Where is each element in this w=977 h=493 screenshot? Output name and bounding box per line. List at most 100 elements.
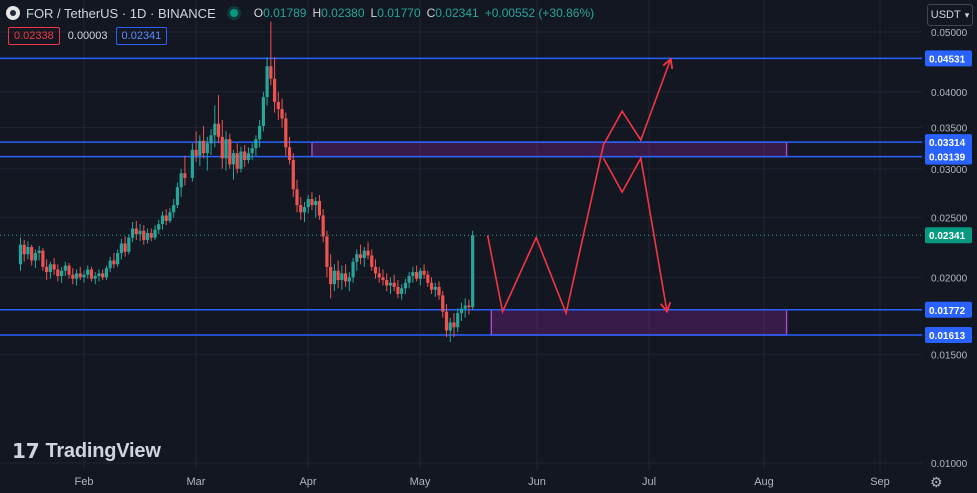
candle-body	[228, 139, 232, 165]
sell-price-button[interactable]: 0.02338	[8, 27, 60, 45]
candle-body	[37, 250, 41, 254]
candle-body	[381, 277, 385, 281]
candle-body	[78, 273, 82, 278]
candle-body	[370, 255, 374, 267]
candle-body	[347, 277, 351, 282]
candle-body	[366, 250, 370, 256]
candle-body	[52, 264, 56, 270]
candle-body	[302, 207, 307, 213]
price-tick-label: 0.02500	[931, 214, 968, 225]
candle-body	[71, 274, 75, 279]
candle-body	[422, 270, 426, 275]
low-value: 0.01770	[377, 6, 421, 20]
trade-panel: 0.02338 0.00003 0.02341	[8, 27, 168, 45]
candle-body	[18, 244, 23, 265]
price-axis-bg	[922, 0, 977, 493]
candle-body	[179, 173, 183, 188]
candle-body	[388, 282, 393, 286]
candle-body	[209, 135, 213, 144]
candle-body	[246, 153, 251, 161]
candle-body	[108, 260, 112, 269]
time-axis[interactable]: Feb Mar Apr May Jun Jul Aug Sep	[75, 476, 890, 488]
candle-body	[444, 311, 449, 331]
candle-body	[153, 229, 157, 238]
tradingview-logo[interactable]: 17 TradingView	[12, 439, 161, 463]
time-tick-label: Sep	[870, 476, 890, 488]
candle-body	[276, 101, 280, 110]
gear-icon[interactable]: ⚙	[930, 474, 943, 490]
price-tick-label: 0.03500	[931, 124, 968, 135]
candle-body	[41, 250, 45, 267]
chevron-down-icon: ▾	[964, 9, 970, 20]
level-price-label: 0.01772	[929, 306, 966, 317]
candle-body	[325, 236, 329, 267]
candle-body	[358, 254, 363, 259]
candle-body	[67, 265, 71, 275]
candle-body	[198, 140, 202, 156]
price-tick-label: 0.02000	[931, 273, 968, 284]
candle-body	[149, 233, 153, 238]
time-tick-label: Apr	[299, 476, 316, 488]
candle-body	[160, 215, 165, 225]
candle-body	[22, 244, 26, 255]
level-price-label: 0.04531	[929, 54, 966, 65]
candle-body	[168, 212, 172, 221]
candle-body	[351, 261, 355, 278]
symbol-title[interactable]: FOR / TetherUS · 1D · BINANCE	[26, 5, 216, 21]
high-value: 0.02380	[321, 6, 365, 20]
candle-body	[30, 247, 34, 261]
last-price-tag	[925, 227, 972, 244]
candle-body	[261, 97, 265, 126]
close-label: C	[426, 6, 436, 20]
open-value: 0.01789	[263, 6, 307, 20]
candle-body	[280, 109, 284, 119]
time-tick-label: Jun	[528, 476, 546, 488]
candle-body	[340, 273, 344, 281]
projection-line-2	[602, 155, 668, 312]
price-tick-label: 0.05000	[931, 28, 968, 39]
candle-body	[26, 247, 30, 255]
price-axis[interactable]: 0.01000 0.01500 0.02000 0.02500 0.03000 0.035…	[922, 0, 977, 493]
candle-body	[332, 270, 336, 285]
market-status-icon[interactable]	[229, 9, 238, 17]
price-tick-label: 0.04000	[931, 88, 968, 99]
candle-body	[467, 305, 471, 308]
candle-body	[291, 160, 295, 190]
candle-body	[441, 295, 445, 312]
candle-body	[142, 230, 146, 240]
projection-line	[486, 58, 672, 316]
candle-body	[306, 199, 310, 208]
projection-arrow-down	[660, 301, 672, 314]
candle-body	[130, 228, 135, 238]
level-price-label: 0.03139	[929, 153, 966, 164]
candle-body	[63, 265, 67, 271]
candle-body	[112, 260, 116, 265]
candle-body	[403, 282, 407, 289]
candle-body	[243, 151, 247, 161]
candle-body	[74, 273, 79, 279]
candle-body	[429, 282, 434, 290]
candle-body	[284, 118, 288, 148]
candle-body	[456, 313, 460, 328]
candle-body	[190, 149, 194, 178]
candle-body	[463, 305, 467, 309]
projection-arrow-up	[662, 57, 674, 70]
time-tick-label: Mar	[187, 476, 206, 488]
candle-body	[295, 189, 299, 206]
horizontal-levels[interactable]	[0, 57, 922, 336]
spread-value: 0.00003	[67, 30, 108, 42]
candle-body	[452, 322, 456, 328]
level-price-tag	[925, 50, 972, 67]
candle-body	[138, 230, 142, 235]
candle-body	[407, 276, 411, 283]
candle-body	[213, 123, 217, 136]
low-label: L	[370, 6, 378, 20]
candle-body	[224, 139, 228, 159]
currency-selector[interactable]: USDT ▾	[927, 4, 973, 26]
price-tick-label: 0.01000	[931, 459, 968, 470]
candle-body	[220, 136, 224, 159]
candle-body	[134, 228, 138, 235]
buy-price-button[interactable]: 0.02341	[115, 27, 168, 45]
candlesticks	[0, 21, 922, 343]
